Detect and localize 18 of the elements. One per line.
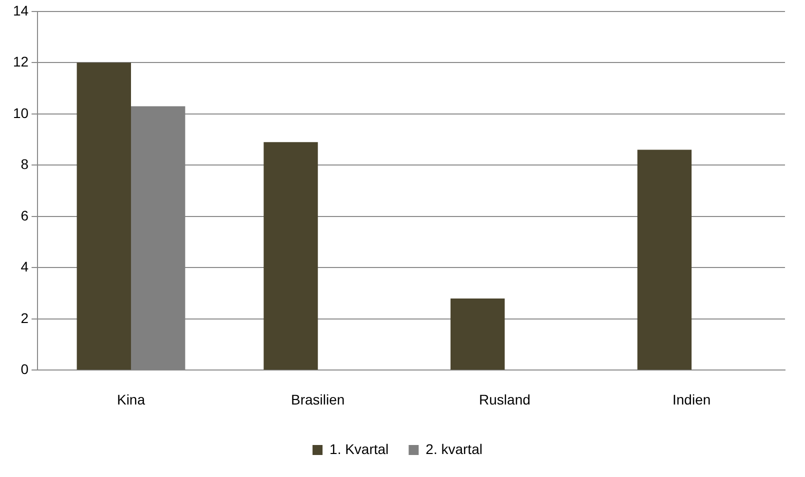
y-tick-label: 8 bbox=[20, 156, 29, 172]
y-tick-label: 12 bbox=[12, 54, 29, 70]
bar bbox=[637, 150, 692, 370]
y-tick-label: 4 bbox=[20, 258, 29, 275]
y-tick-label: 0 bbox=[20, 361, 29, 378]
legend-label: 2. kvartal bbox=[426, 440, 482, 457]
x-tick-label: Rusland bbox=[479, 391, 530, 408]
y-tick-label: 14 bbox=[12, 2, 29, 18]
y-tick-label: 10 bbox=[12, 104, 29, 121]
bar bbox=[264, 142, 318, 370]
x-tick-label: Brasilien bbox=[291, 391, 345, 408]
x-tick-label: Indien bbox=[672, 391, 711, 408]
x-tick-label: Kina bbox=[116, 391, 146, 408]
y-tick-label: 6 bbox=[20, 207, 29, 224]
bar bbox=[76, 62, 131, 370]
bar bbox=[450, 298, 505, 370]
legend-label: 1. Kvartal bbox=[330, 440, 389, 457]
y-tick-label: 2 bbox=[20, 310, 29, 326]
